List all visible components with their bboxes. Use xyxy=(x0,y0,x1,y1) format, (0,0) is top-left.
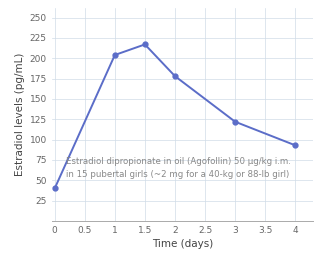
X-axis label: Time (days): Time (days) xyxy=(152,239,213,249)
Y-axis label: Estradiol levels (pg/mL): Estradiol levels (pg/mL) xyxy=(16,53,26,176)
Text: Estradiol dipropionate in oil (Agofollin) 50 μg/kg i.m.
in 15 pubertal girls (~2: Estradiol dipropionate in oil (Agofollin… xyxy=(66,157,290,179)
